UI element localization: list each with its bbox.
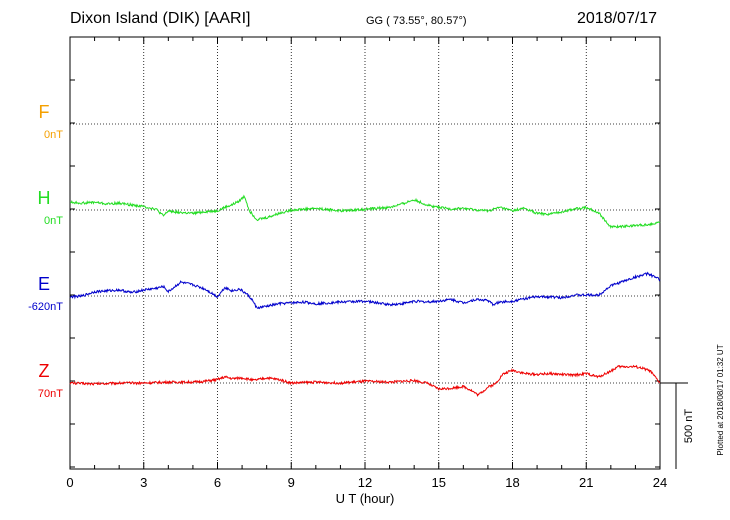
- axis-ticks: [69, 37, 661, 469]
- plotted-at-note: Plotted at 2018/08/17 01:32 UT: [716, 344, 725, 455]
- series-labels: F 0nT H 0nT E -620nT Z 70nT: [28, 102, 63, 400]
- series-name-e: E: [38, 274, 50, 294]
- series-offset-e: -620nT: [28, 301, 63, 313]
- x-tick-label: 18: [505, 475, 519, 490]
- series-offset-h: 0nT: [44, 215, 63, 227]
- x-tick-label: 3: [140, 475, 147, 490]
- x-tick-label: 6: [214, 475, 221, 490]
- series-line-e: [69, 271, 661, 310]
- series-lines: [69, 194, 661, 398]
- x-tick-label: 21: [579, 475, 593, 490]
- series-name-f: F: [39, 102, 50, 122]
- series-offset-z: 70nT: [38, 388, 63, 400]
- scale-bar-label: 500 nT: [683, 409, 695, 444]
- vertical-gridlines: [143, 37, 587, 469]
- x-tick-labels: 0 3 6 9 12 15 18 21 24: [66, 475, 667, 490]
- series-name-h: H: [38, 188, 51, 208]
- station-coordinates: GG ( 73.55°, 80.57°): [366, 15, 467, 27]
- x-tick-label: 15: [432, 475, 446, 490]
- series-line-z: [69, 364, 661, 398]
- chart-date: 2018/07/17: [577, 10, 658, 27]
- series-offset-f: 0nT: [44, 129, 63, 141]
- scale-bar: 500 nT: [660, 382, 695, 469]
- station-title: Dixon Island (DIK) [AARI]: [70, 10, 251, 27]
- series-name-z: Z: [39, 361, 50, 381]
- x-tick-label: 12: [358, 475, 372, 490]
- x-tick-label: 24: [653, 475, 667, 490]
- x-tick-label: 9: [288, 475, 295, 490]
- series-line-h: [70, 194, 661, 230]
- x-tick-label: 0: [66, 475, 73, 490]
- x-axis-label: U T (hour): [336, 491, 395, 506]
